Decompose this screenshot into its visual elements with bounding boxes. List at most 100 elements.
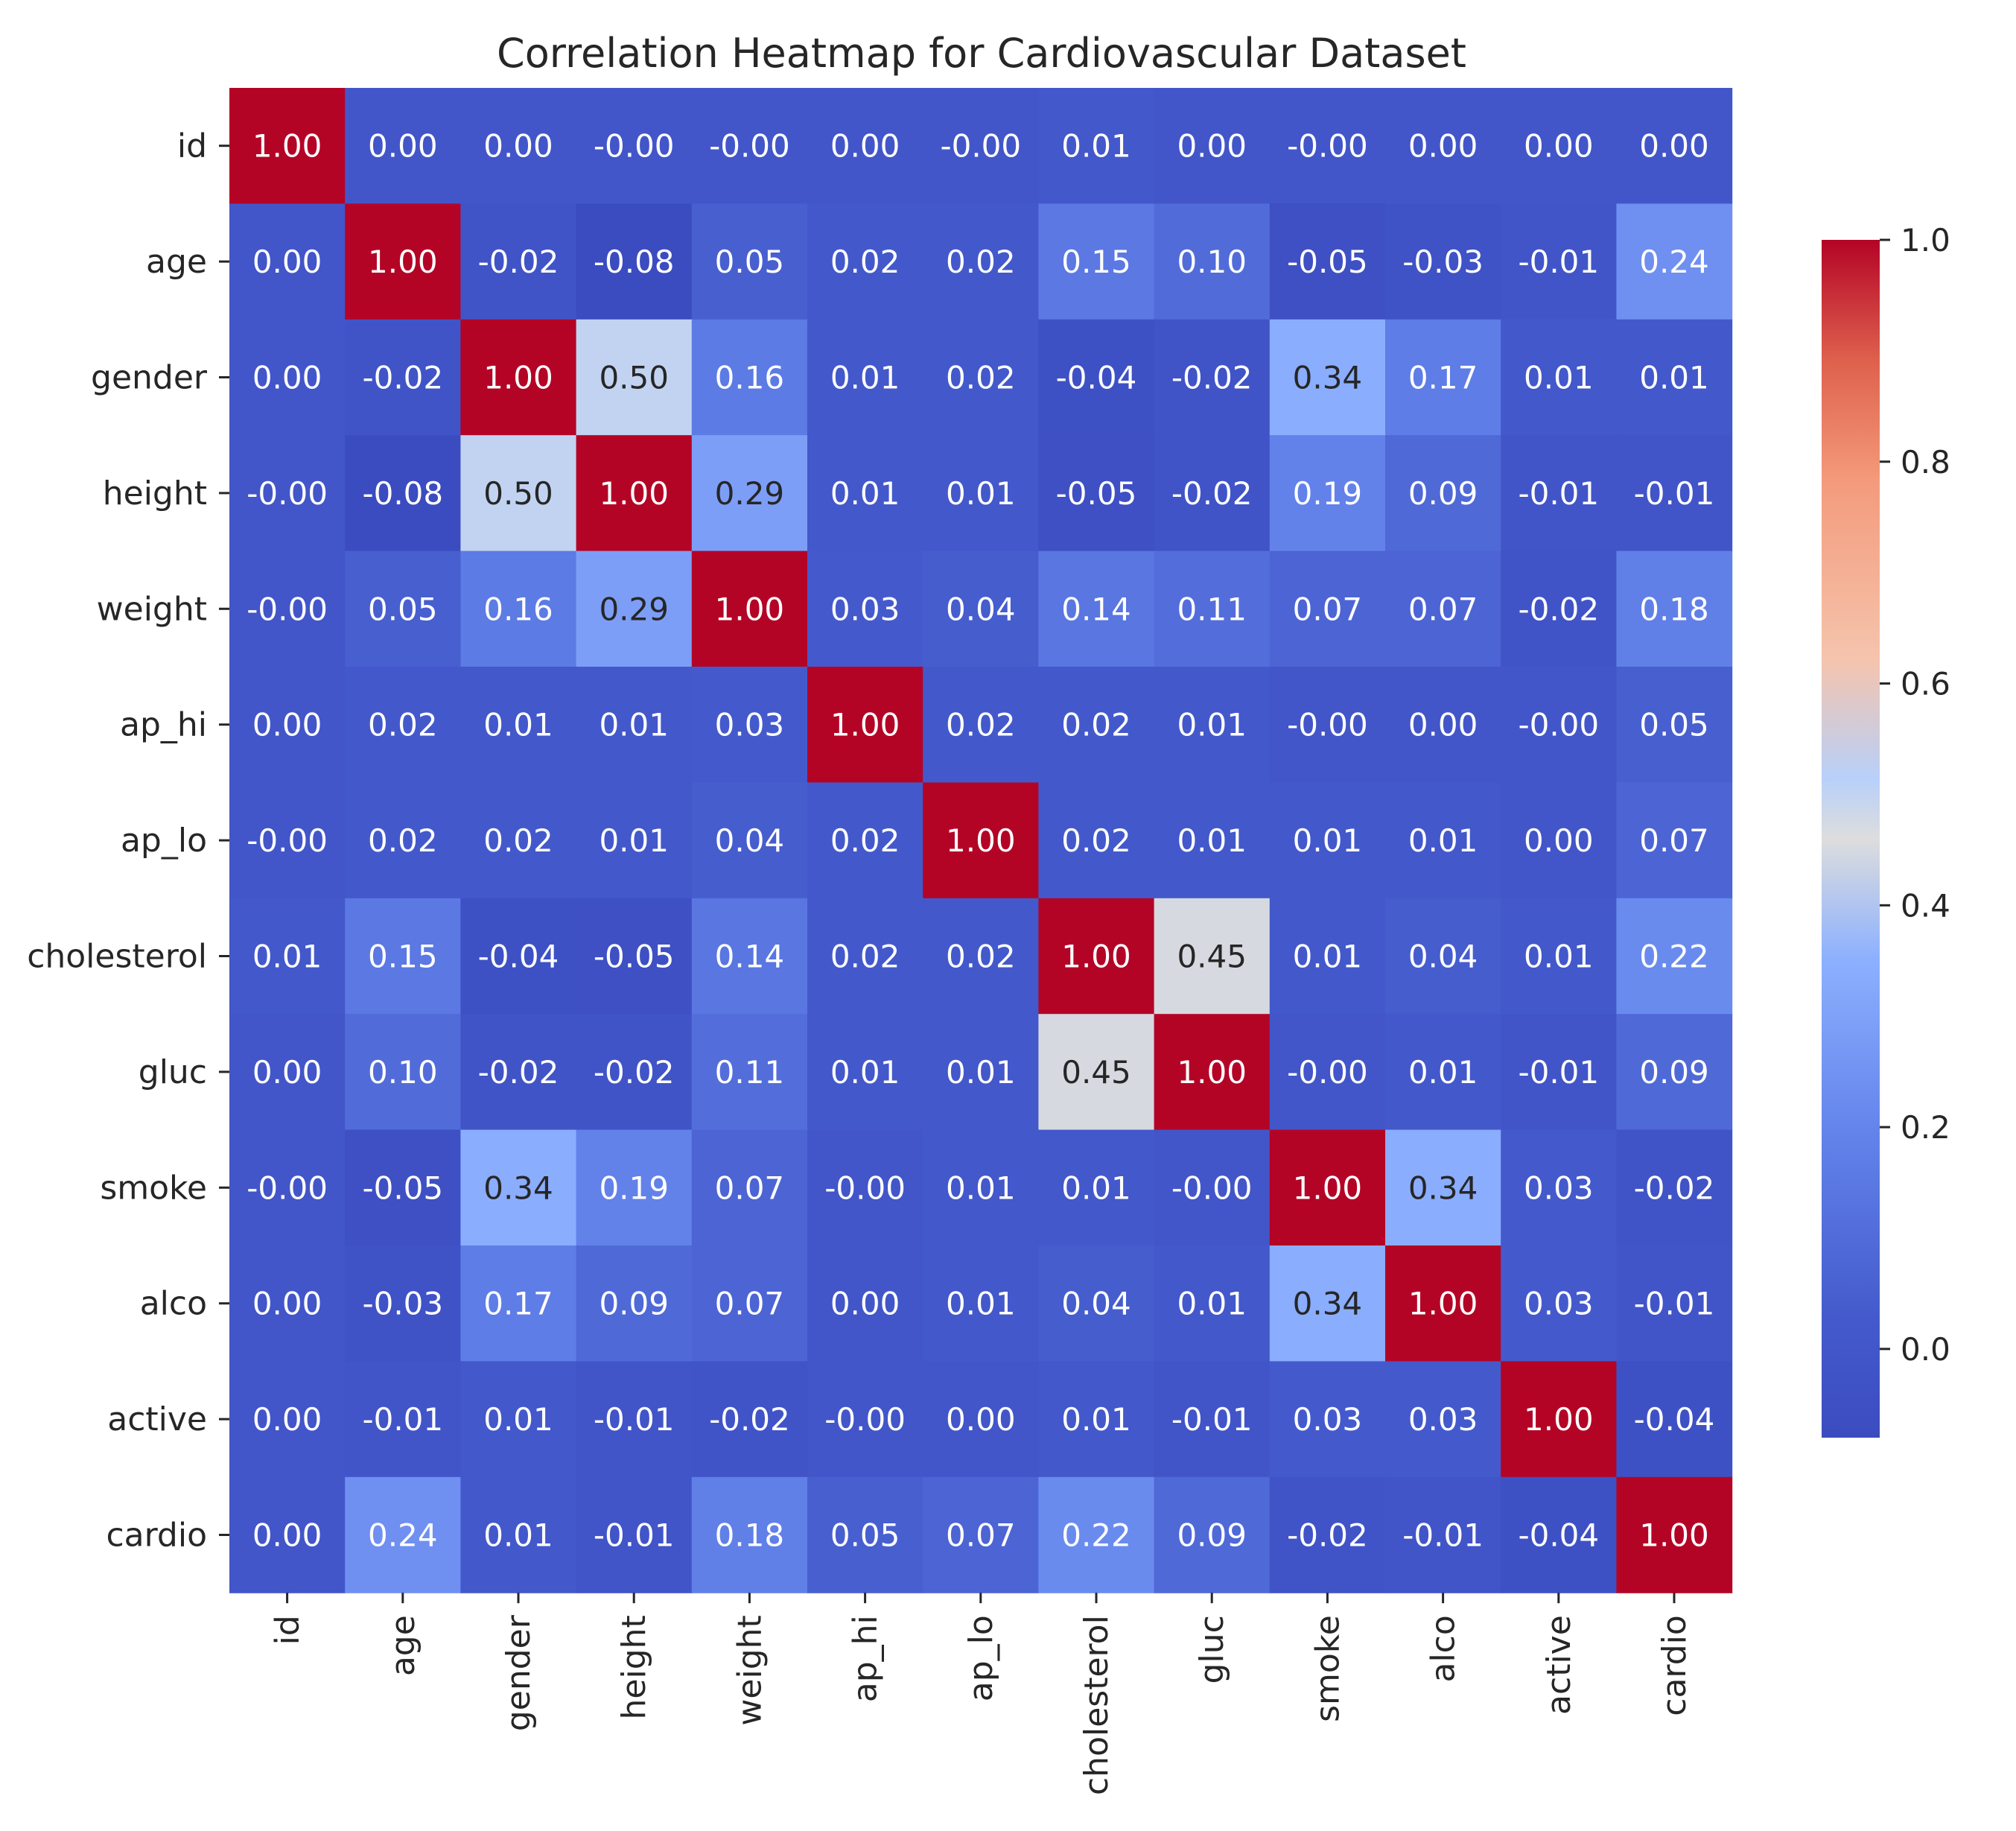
heatmap-cell-height-gender — [460, 435, 577, 552]
cell-annotation-cardio-alco: -0.01 — [1402, 1517, 1484, 1554]
heatmap-cell-active-cardio — [1616, 1361, 1733, 1478]
cell-annotation-cholesterol-smoke: 0.01 — [1293, 939, 1363, 975]
cell-annotation-ap_lo-weight: 0.04 — [715, 822, 785, 859]
heatmap-cell-cardio-weight — [691, 1476, 808, 1593]
heatmap-cell-id-height — [576, 88, 693, 204]
cell-annotation-weight-alco: 0.07 — [1408, 591, 1478, 627]
cell-annotation-gluc-ap_hi: 0.01 — [830, 1054, 900, 1091]
cell-annotation-gender-gender: 1.00 — [483, 360, 553, 396]
cell-annotation-gender-smoke: 0.34 — [1293, 360, 1363, 396]
heatmap-cell-cholesterol-smoke — [1269, 898, 1386, 1015]
heatmap-cell-cholesterol-id — [229, 898, 346, 1015]
heatmap-cell-cholesterol-active — [1501, 898, 1617, 1015]
cell-annotation-smoke-ap_hi: -0.00 — [824, 1170, 906, 1206]
heatmap-cell-id-ap_lo — [923, 88, 1039, 204]
cell-annotation-cholesterol-gluc: 0.45 — [1177, 939, 1247, 975]
cell-annotation-ap_hi-id: 0.00 — [252, 707, 322, 743]
heatmap-cell-alco-height — [576, 1245, 693, 1362]
cell-annotation-ap_hi-cardio: 0.05 — [1639, 707, 1709, 743]
cell-annotation-smoke-ap_lo: 0.01 — [946, 1170, 1016, 1206]
heatmap-cell-height-smoke — [1269, 435, 1386, 552]
cell-annotation-cholesterol-height: -0.05 — [594, 939, 675, 975]
heatmap-cell-id-smoke — [1269, 88, 1386, 204]
heatmap-cell-gender-ap_hi — [807, 319, 923, 436]
heatmap-cell-smoke-gluc — [1154, 1129, 1271, 1246]
x-tick-label-gluc: gluc — [1193, 1615, 1231, 1684]
heatmap-cell-ap_hi-cholesterol — [1038, 667, 1155, 783]
cell-annotation-weight-active: -0.02 — [1518, 591, 1599, 627]
cell-annotation-gender-id: 0.00 — [252, 360, 322, 396]
cell-annotation-ap_lo-active: 0.00 — [1524, 822, 1594, 859]
cell-annotation-weight-cardio: 0.18 — [1639, 591, 1709, 627]
heatmap-cell-id-gender — [460, 88, 577, 204]
heatmap-cell-ap_hi-smoke — [1269, 667, 1386, 783]
cell-annotation-ap_hi-ap_lo: 0.02 — [946, 707, 1016, 743]
heatmap-cell-cholesterol-height — [576, 898, 693, 1015]
heatmap-cell-gluc-active — [1501, 1014, 1617, 1131]
cell-annotation-ap_hi-height: 0.01 — [599, 707, 669, 743]
cell-annotation-ap_hi-smoke: -0.00 — [1287, 707, 1368, 743]
cell-annotation-age-alco: -0.03 — [1402, 244, 1484, 280]
heatmap-cell-id-cholesterol — [1038, 88, 1155, 204]
heatmap-cell-gluc-age — [345, 1014, 461, 1131]
heatmap-cell-ap_lo-gluc — [1154, 782, 1271, 899]
heatmap-cell-gluc-cardio — [1616, 1014, 1733, 1131]
cell-annotation-alco-height: 0.09 — [599, 1286, 669, 1322]
y-tick-label-id: id — [177, 127, 207, 165]
heatmap-cell-alco-ap_lo — [923, 1245, 1039, 1362]
heatmap-cell-gender-active — [1501, 319, 1617, 436]
chart-title: Correlation Heatmap for Cardiovascular D… — [497, 30, 1466, 77]
cell-annotation-gender-alco: 0.17 — [1408, 360, 1478, 396]
cell-annotation-active-gluc: -0.01 — [1171, 1401, 1253, 1438]
heatmap-cell-ap_lo-active — [1501, 782, 1617, 899]
cell-annotation-cholesterol-alco: 0.04 — [1408, 939, 1478, 975]
heatmap-cell-alco-age — [345, 1245, 461, 1362]
y-tick-label-ap_hi: ap_hi — [120, 706, 207, 744]
heatmap-cell-gender-id — [229, 319, 346, 436]
cell-annotation-active-ap_lo: 0.00 — [946, 1401, 1016, 1438]
heatmap-cell-active-height — [576, 1361, 693, 1478]
cell-annotation-gluc-gluc: 1.00 — [1177, 1054, 1247, 1091]
cell-annotation-ap_lo-ap_lo: 1.00 — [946, 822, 1016, 859]
y-tick-label-cardio: cardio — [106, 1517, 207, 1555]
heatmap-cell-gluc-height — [576, 1014, 693, 1131]
cell-annotation-height-ap_hi: 0.01 — [830, 475, 900, 512]
cell-annotation-alco-gluc: 0.01 — [1177, 1286, 1247, 1322]
heatmap-cell-ap_hi-age — [345, 667, 461, 783]
cell-annotation-active-active: 1.00 — [1524, 1401, 1594, 1438]
heatmap-cell-alco-alco — [1385, 1245, 1501, 1362]
cell-annotation-ap_hi-cholesterol: 0.02 — [1061, 707, 1131, 743]
cell-annotation-height-ap_lo: 0.01 — [946, 475, 1016, 512]
cell-annotation-cholesterol-active: 0.01 — [1524, 939, 1594, 975]
heatmap-cell-gender-height — [576, 319, 693, 436]
cell-annotation-ap_hi-alco: 0.00 — [1408, 707, 1478, 743]
heatmap-cell-ap_hi-active — [1501, 667, 1617, 783]
cell-annotation-weight-weight: 1.00 — [715, 591, 785, 627]
heatmap-cell-weight-smoke — [1269, 550, 1386, 667]
colorbar-tick-label: 0.2 — [1901, 1109, 1950, 1146]
cell-annotation-age-gluc: 0.10 — [1177, 244, 1247, 280]
heatmap-cell-weight-active — [1501, 550, 1617, 667]
x-tick-label-cardio: cardio — [1656, 1615, 1694, 1716]
cell-annotation-cholesterol-age: 0.15 — [368, 939, 438, 975]
cell-annotation-id-cholesterol: 0.01 — [1061, 128, 1131, 165]
heatmap-cell-cardio-gluc — [1154, 1476, 1271, 1593]
heatmap-cell-active-smoke — [1269, 1361, 1386, 1478]
heatmap-cell-smoke-smoke — [1269, 1129, 1386, 1246]
heatmap-cell-id-cardio — [1616, 88, 1733, 204]
heatmap-cell-ap_lo-age — [345, 782, 461, 899]
heatmap-cell-weight-ap_hi — [807, 550, 923, 667]
heatmap-cell-age-gender — [460, 203, 577, 320]
cell-annotation-weight-height: 0.29 — [599, 591, 669, 627]
heatmap-cell-ap_hi-id — [229, 667, 346, 783]
cell-annotation-ap_lo-alco: 0.01 — [1408, 822, 1478, 859]
heatmap-cell-gender-cholesterol — [1038, 319, 1155, 436]
heatmap-cell-active-id — [229, 1361, 346, 1478]
heatmap-cell-alco-gluc — [1154, 1245, 1271, 1362]
heatmap-cell-alco-smoke — [1269, 1245, 1386, 1362]
cell-annotation-smoke-age: -0.05 — [362, 1170, 443, 1206]
heatmap-cell-weight-alco — [1385, 550, 1501, 667]
x-tick-label-active: active — [1540, 1615, 1578, 1715]
